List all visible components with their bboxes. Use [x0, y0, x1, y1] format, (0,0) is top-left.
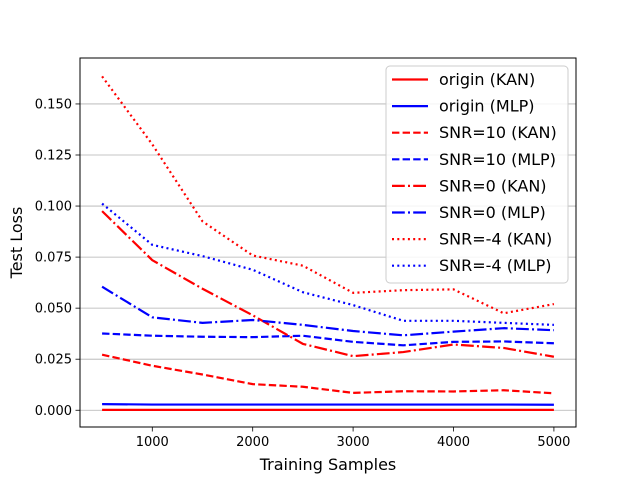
x-axis-title: Training Samples	[259, 455, 397, 474]
series-line-7	[101, 202, 554, 326]
plot-frame	[79, 57, 577, 428]
series-lines	[101, 75, 555, 411]
y-tick-label: 0.100	[35, 200, 72, 215]
legend-label: SNR=10 (MLP)	[439, 150, 556, 169]
x-tick-label: 3000	[337, 435, 370, 450]
series-line-4	[101, 210, 555, 358]
legend-label: SNR=-4 (KAN)	[439, 230, 552, 249]
y-tick-label: 0.025	[35, 353, 72, 368]
legend-label: origin (MLP)	[439, 97, 535, 116]
series-line-5	[101, 285, 554, 337]
legend-label: SNR=-4 (MLP)	[439, 256, 552, 275]
legend-label: SNR=10 (KAN)	[439, 123, 557, 142]
series-line-2	[101, 353, 554, 395]
series-line-3	[102, 332, 554, 347]
legend-label: SNR=0 (MLP)	[439, 203, 546, 222]
y-axis-title: Test Loss	[7, 207, 26, 280]
x-tick-label: 2000	[236, 435, 269, 450]
y-tick-label: 0.075	[35, 251, 72, 266]
y-tick-label: 0.150	[35, 97, 72, 112]
series-line-1	[102, 403, 554, 406]
legend: origin (KAN) origin (MLP) SNR=10 (KAN) SNR=…	[385, 65, 569, 284]
axis-ticks: 0.000 0.025 0.050 0.075 0.100 0.125 0.150 1000 2…	[35, 97, 571, 450]
x-tick-label: 5000	[537, 435, 570, 450]
x-tick-label: 4000	[437, 435, 470, 450]
legend-label: origin (KAN)	[439, 70, 535, 89]
x-tick-label: 1000	[136, 435, 169, 450]
y-tick-label: 0.000	[35, 404, 72, 419]
legend-label: SNR=0 (KAN)	[439, 176, 547, 195]
y-tick-label: 0.050	[35, 302, 72, 317]
y-tick-label: 0.125	[35, 148, 72, 163]
legend-box	[385, 65, 569, 284]
